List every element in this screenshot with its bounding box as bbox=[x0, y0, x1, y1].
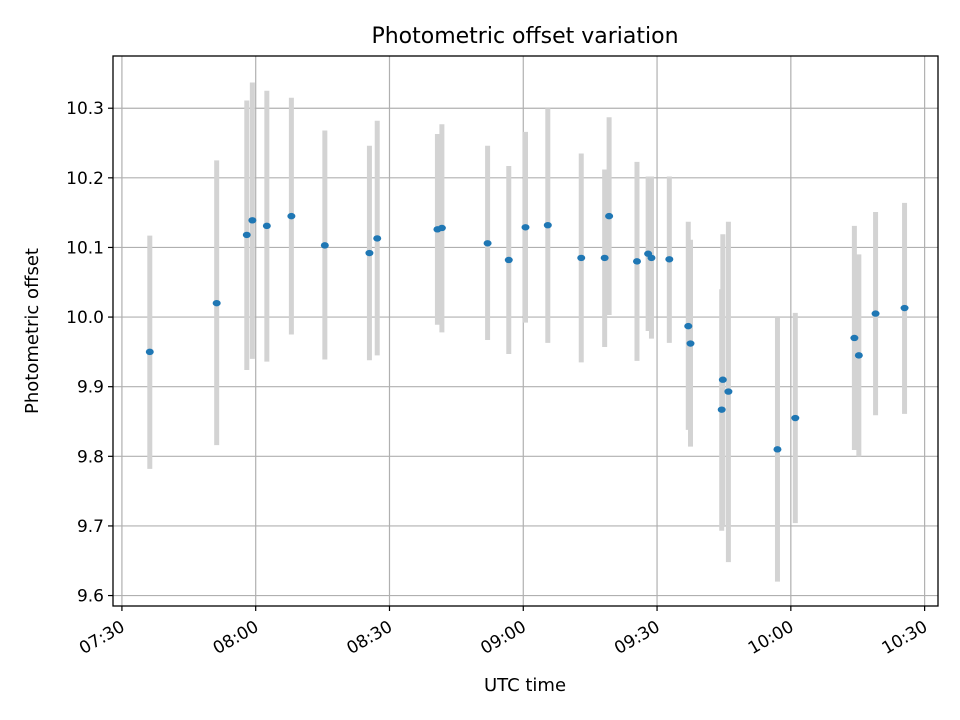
data-point bbox=[248, 217, 257, 224]
data-point bbox=[854, 352, 863, 359]
y-tick-label: 10.0 bbox=[66, 308, 104, 328]
data-point bbox=[577, 254, 586, 262]
data-point bbox=[684, 322, 693, 330]
data-point bbox=[521, 224, 530, 231]
data-point bbox=[717, 406, 726, 413]
data-point bbox=[320, 242, 329, 249]
data-point bbox=[242, 231, 251, 239]
data-point bbox=[483, 240, 492, 247]
chart-title: Photometric offset variation bbox=[371, 24, 678, 49]
data-point bbox=[647, 254, 656, 262]
data-point bbox=[262, 222, 271, 230]
data-point bbox=[287, 212, 296, 220]
data-point bbox=[900, 304, 909, 312]
data-point bbox=[504, 256, 513, 264]
data-points bbox=[145, 212, 909, 453]
y-axis-ticks: 9.6 9.7 9.8 9.9 10.0 10.1 10.2 10.3 bbox=[66, 99, 113, 607]
data-point bbox=[665, 256, 674, 263]
data-point bbox=[724, 388, 733, 395]
data-point bbox=[365, 249, 374, 257]
y-tick-label: 9.7 bbox=[77, 517, 104, 537]
data-point bbox=[773, 446, 782, 453]
data-point bbox=[373, 235, 382, 242]
data-point bbox=[686, 340, 695, 347]
y-tick-label: 9.9 bbox=[77, 378, 104, 398]
data-point bbox=[791, 414, 800, 422]
y-tick-label: 10.2 bbox=[66, 169, 104, 189]
data-point bbox=[871, 310, 880, 317]
data-point bbox=[632, 258, 641, 265]
data-point bbox=[212, 299, 221, 307]
data-point bbox=[543, 221, 552, 229]
y-tick-label: 9.8 bbox=[77, 447, 104, 467]
y-tick-label: 9.6 bbox=[77, 587, 104, 607]
data-point bbox=[600, 254, 609, 262]
data-point bbox=[145, 348, 154, 356]
x-axis-label: UTC time bbox=[484, 675, 566, 696]
plot-frame bbox=[112, 55, 939, 607]
y-axis-label: Photometric offset bbox=[22, 248, 43, 414]
data-point bbox=[437, 224, 446, 232]
y-tick-label: 10.3 bbox=[66, 99, 104, 119]
data-point bbox=[605, 212, 614, 220]
y-tick-label: 10.1 bbox=[66, 238, 104, 258]
data-point bbox=[850, 334, 859, 342]
data-point bbox=[718, 376, 727, 383]
